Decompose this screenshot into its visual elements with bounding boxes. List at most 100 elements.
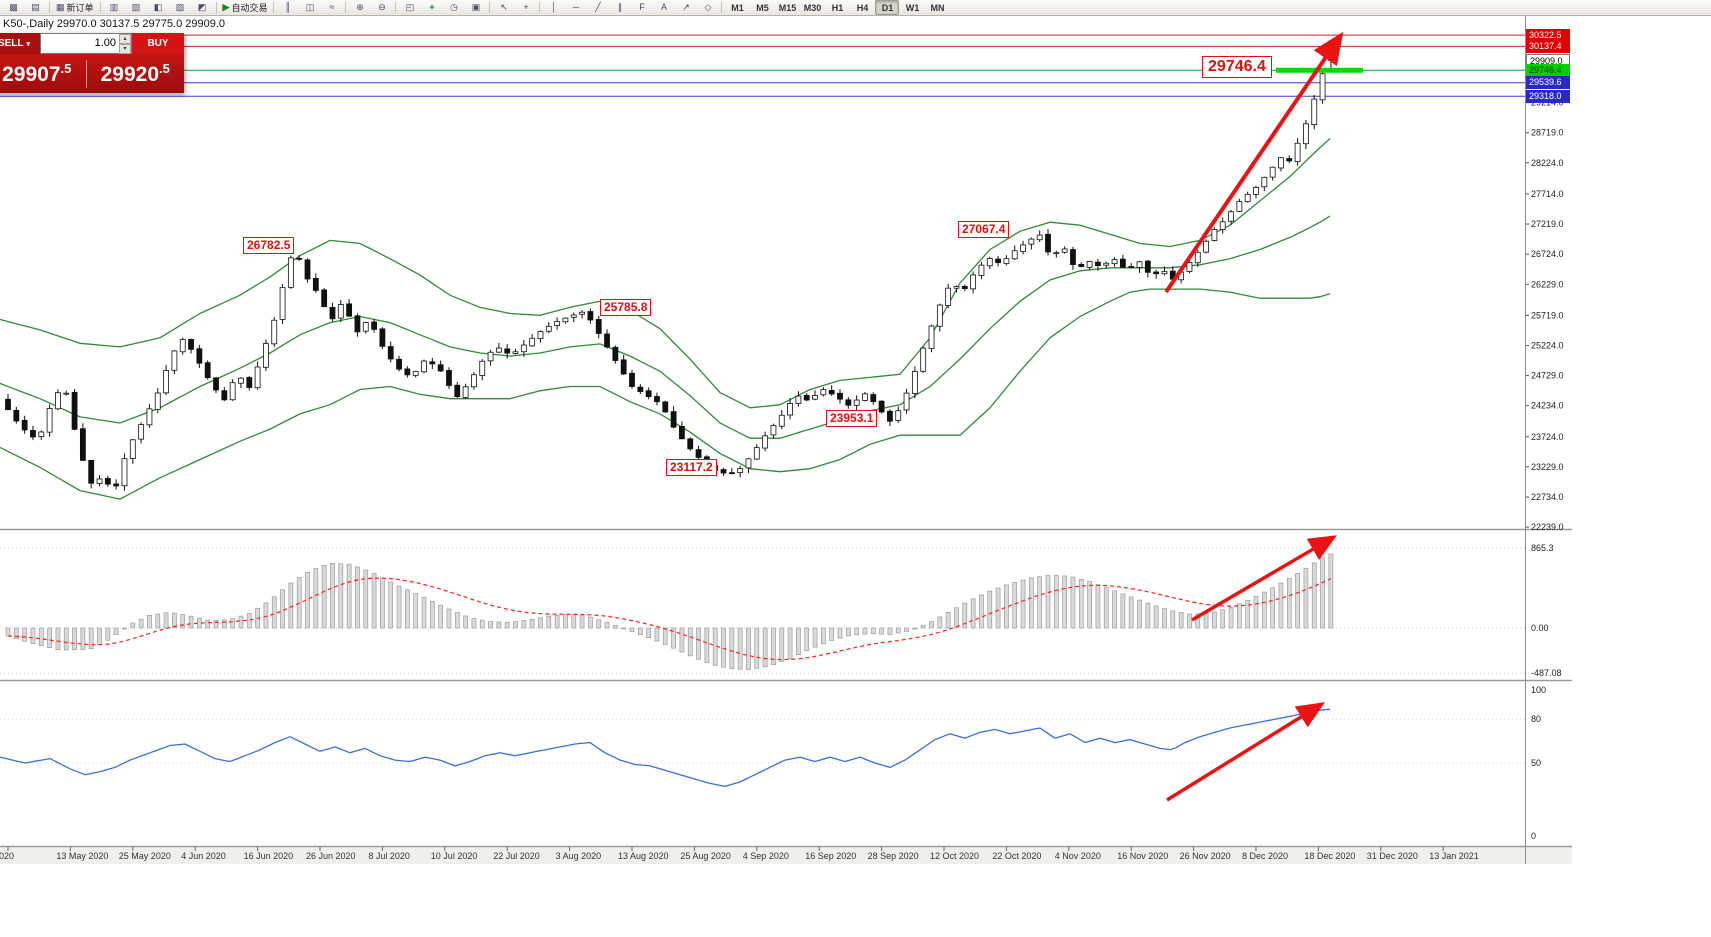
templates-icon[interactable]: ▣ (465, 0, 486, 15)
candle (828, 389, 835, 395)
candle (870, 394, 877, 402)
axis-tick-label: 23229.0 (1531, 462, 1564, 472)
candle (437, 364, 444, 372)
autotrading-button[interactable]: ▶ 自动交易 (220, 0, 271, 15)
macd-trend-arrow[interactable] (1191, 535, 1338, 622)
tile-windows-icon[interactable]: ◰ (399, 0, 420, 15)
candle (471, 374, 477, 388)
timeframe-mn-button[interactable]: MN (930, 2, 945, 13)
macd-histogram-bar (313, 568, 319, 629)
candle (612, 346, 619, 361)
indicators-icon[interactable]: + (421, 0, 442, 15)
macd-panel[interactable]: 865.3 0.00 -487.08 (0, 535, 1562, 678)
candle (529, 337, 536, 347)
candle (504, 348, 511, 354)
market-watch-icon[interactable]: ▥ (104, 0, 125, 15)
date-axis[interactable] (0, 847, 1572, 864)
horizontal-line-icon-glyph: ─ (572, 2, 580, 12)
arrows-icon[interactable]: ↗ (675, 0, 696, 15)
profiles-icon[interactable]: ▤ (25, 0, 46, 15)
horizontal-line-icon[interactable]: ─ (565, 0, 586, 15)
strategy-tester-icon[interactable]: ◩ (192, 0, 213, 15)
trend-arrow[interactable] (1164, 31, 1344, 294)
macd-histogram-bar (1045, 575, 1051, 629)
date-label: 8 Jul 2020 (368, 851, 410, 861)
data-window-icon[interactable]: ▧ (126, 0, 147, 15)
price-axis[interactable]: 29214.0 28719.0 28224.0 27714.0 27219.0 26724… (1526, 98, 1564, 533)
macd-histogram-bar (421, 597, 427, 629)
candle (953, 286, 960, 289)
candle (645, 390, 652, 398)
zoom-in-icon[interactable]: ⊕ (349, 0, 370, 15)
candles-icon[interactable]: ◫ (299, 0, 320, 15)
macd-histogram-bar (737, 627, 743, 670)
line-chart-icon[interactable]: ≈ (321, 0, 342, 15)
timeframe-w1-button[interactable]: W1 (905, 2, 920, 13)
toolbar-separator (49, 2, 50, 13)
macd-histogram-bar (330, 563, 335, 629)
timeframe-m1-button[interactable]: M1 (731, 2, 744, 13)
crosshair-icon[interactable]: + (515, 0, 536, 15)
zoom-in-icon-glyph: ⊕ (356, 2, 364, 12)
macd-histogram-bar (529, 618, 535, 629)
macd-histogram-bar (130, 622, 136, 629)
candle (720, 469, 727, 474)
cursor-icon[interactable]: ↖ (493, 0, 514, 15)
new-chart-icon[interactable]: ▩ (3, 0, 24, 15)
candle (654, 396, 660, 403)
candle (412, 371, 419, 376)
timeframe-m15-button[interactable]: M15 (778, 2, 797, 13)
shapes-icon[interactable]: ◇ (697, 0, 718, 15)
timeframe-m5-button[interactable]: M5 (756, 2, 769, 13)
candle (13, 409, 20, 422)
zoom-out-icon[interactable]: ⊖ (371, 0, 392, 15)
time-axis[interactable]: 2020 13 May 2020 25 May 2020 4 Jun 2020 16 J… (0, 847, 1479, 861)
candle (1236, 201, 1243, 212)
timeframe-h4-button[interactable]: H4 (856, 2, 869, 13)
rsi-panel[interactable]: 100 80 50 0 (0, 685, 1546, 841)
candle (30, 430, 36, 438)
candle (279, 287, 286, 320)
macd-histogram-bar (1012, 581, 1018, 629)
rsi-trend-arrow[interactable] (1166, 702, 1325, 802)
candle (321, 289, 328, 308)
vertical-line-icon[interactable]: │ (543, 0, 564, 15)
timeframe-h1-button[interactable]: H1 (831, 2, 844, 13)
volume-decrease-button[interactable]: ▾ (119, 44, 131, 54)
periods-icon[interactable]: ◷ (443, 0, 464, 15)
channel-icon[interactable]: ∥ (609, 0, 630, 15)
rsi-axis-label: 50 (1531, 758, 1541, 768)
channel-icon-glyph: ∥ (617, 2, 623, 12)
macd-histogram-bar (213, 619, 219, 629)
timeframe-m30-button[interactable]: M30 (803, 2, 822, 13)
toolbar-separator (215, 2, 217, 13)
sell-button-label: SELL (0, 38, 24, 49)
volume-input[interactable]: 1.00 ▴ ▾ (40, 33, 132, 54)
candle (1253, 187, 1259, 195)
terminal-icon[interactable]: ▨ (170, 0, 191, 15)
candle (1153, 271, 1160, 275)
bars-icon[interactable]: ║ (277, 0, 298, 15)
new-order-button[interactable]: ▦ 新订单 (53, 0, 97, 15)
candle (587, 311, 594, 321)
sell-button[interactable]: SELL ▾ (0, 33, 40, 54)
timeframe-d1-button[interactable]: D1 (875, 0, 900, 15)
fibonacci-icon[interactable]: F (631, 0, 652, 15)
volume-increase-button[interactable]: ▴ (119, 34, 131, 44)
new-chart-icon-glyph: ▩ (9, 2, 18, 12)
macd-histogram-bar (804, 627, 810, 652)
macd-histogram-bar (122, 627, 127, 630)
trendline-icon[interactable]: ╱ (587, 0, 608, 15)
candle (179, 339, 186, 353)
macd-histogram-bar (413, 593, 419, 629)
axis-tick-label: 29214.0 (1531, 98, 1564, 108)
candle (1278, 157, 1284, 169)
bollinger-middle-line (0, 215, 1331, 439)
navigator-icon[interactable]: ◧ (148, 0, 169, 15)
text-icon[interactable]: A (653, 0, 674, 15)
date-label: 13 Aug 2020 (618, 851, 669, 861)
candle (1136, 261, 1143, 268)
buy-button[interactable]: BUY (132, 33, 184, 54)
